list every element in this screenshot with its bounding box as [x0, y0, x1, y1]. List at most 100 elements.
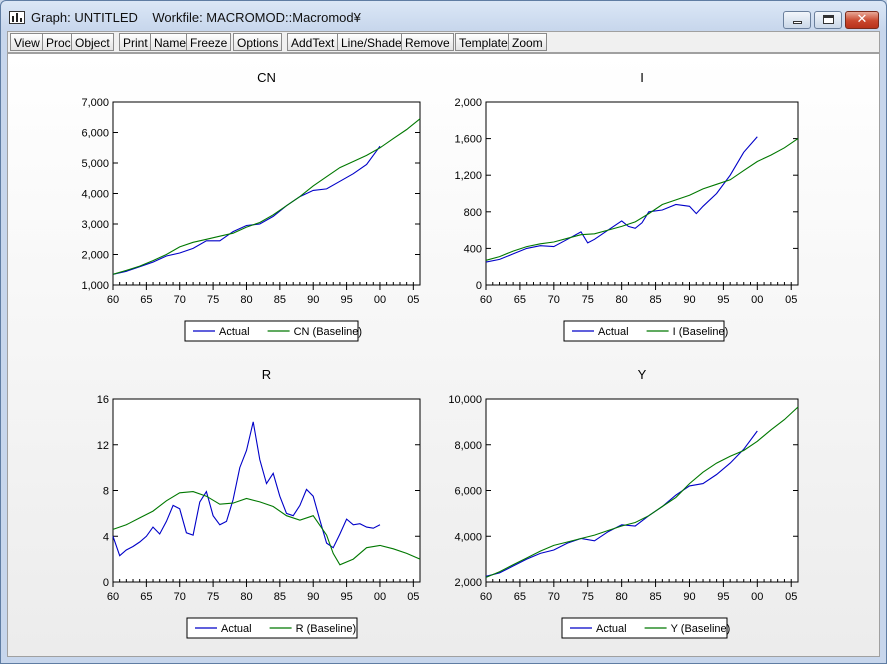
- plot-frame: [485, 101, 799, 286]
- graph-area: CN 1,000 2,000 3,000 4,000 5,000 6,000 7,000 60 6…: [7, 53, 880, 657]
- legend-label: Actual: [219, 326, 250, 338]
- chart-title: CN: [257, 70, 276, 85]
- addtext-button[interactable]: AddText: [287, 33, 339, 51]
- proc-button[interactable]: Proc: [42, 33, 75, 51]
- chart-cn: CN 1,000 2,000 3,000 4,000 5,000 6,000 7,000 60 6…: [81, 70, 421, 342]
- x-tick-label: 60: [480, 591, 492, 603]
- x-tick-label: 75: [207, 591, 219, 603]
- x-tick-label: 05: [407, 591, 419, 603]
- chart-title: I: [640, 70, 644, 85]
- y-tick-label: 8,000: [454, 440, 482, 452]
- x-tick-label: 00: [751, 591, 763, 603]
- legend-label: CN (Baseline): [294, 326, 362, 338]
- x-tick-label: 00: [374, 591, 386, 603]
- legend-label: Actual: [596, 623, 627, 635]
- x-tick-label: 95: [340, 294, 352, 306]
- y-tick-label: 10,000: [448, 394, 482, 406]
- x-tick-label: 05: [785, 591, 797, 603]
- x-tick-label: 60: [480, 294, 492, 306]
- multi-graph-canvas[interactable]: CN 1,000 2,000 3,000 4,000 5,000 6,000 7,000 60 6…: [8, 54, 879, 656]
- y-tick-label: 2,000: [454, 97, 482, 109]
- x-tick-label: 05: [785, 294, 797, 306]
- series-line-baseline: [485, 138, 799, 261]
- x-tick-label: 65: [514, 591, 526, 603]
- y-tick-label: 2,000: [81, 250, 109, 262]
- y-tick-label: 1,600: [454, 134, 482, 146]
- series-line-actual: [485, 430, 758, 577]
- series-line-baseline: [112, 118, 421, 275]
- y-tick-label: 6,000: [81, 128, 109, 140]
- freeze-button[interactable]: Freeze: [186, 33, 232, 51]
- y-tick-label: 1,200: [454, 170, 482, 182]
- y-tick-label: 6,000: [454, 486, 482, 498]
- remove-button[interactable]: Remove: [401, 33, 454, 51]
- x-tick-label: 65: [514, 294, 526, 306]
- series-line-actual: [112, 145, 381, 275]
- chart-legend: Actual Y (Baseline): [561, 617, 731, 639]
- graph-app-icon: [9, 11, 25, 24]
- x-tick-label: 00: [751, 294, 763, 306]
- x-tick-label: 70: [174, 294, 186, 306]
- legend-label: Y (Baseline): [671, 623, 731, 635]
- y-tick-label: 16: [97, 394, 109, 406]
- series-line-baseline: [112, 491, 421, 566]
- minimize-button[interactable]: [783, 11, 811, 29]
- y-tick-label: 12: [97, 440, 109, 452]
- x-tick-label: 60: [107, 591, 119, 603]
- legend-box: [563, 320, 725, 342]
- maximize-icon: [823, 15, 834, 24]
- series-line-actual: [112, 421, 381, 557]
- y-tick-label: 3,000: [81, 219, 109, 231]
- zoom-button[interactable]: Zoom: [508, 33, 547, 51]
- options-button[interactable]: Options: [233, 33, 283, 51]
- y-tick-label: 400: [464, 243, 482, 255]
- y-tick-label: 4,000: [454, 531, 482, 543]
- x-tick-label: 90: [307, 591, 319, 603]
- object-button[interactable]: Object: [71, 33, 114, 51]
- x-tick-label: 00: [374, 294, 386, 306]
- x-tick-label: 65: [140, 591, 152, 603]
- y-tick-label: 2,000: [454, 577, 482, 589]
- graph-toolbar: View Proc Object Print Name Freeze Optio…: [7, 31, 880, 53]
- print-button[interactable]: Print: [119, 33, 152, 51]
- close-button[interactable]: ✕: [845, 11, 879, 29]
- chart-legend: Actual CN (Baseline): [184, 320, 362, 342]
- name-button[interactable]: Name: [150, 33, 191, 51]
- legend-label: Actual: [598, 326, 629, 338]
- y-tick-label: 4,000: [81, 189, 109, 201]
- y-tick-label: 800: [464, 207, 482, 219]
- title-bar[interactable]: Graph: UNTITLED Workfile: MACROMOD::Macr…: [1, 1, 886, 31]
- legend-label: Actual: [221, 623, 252, 635]
- y-tick-label: 4: [103, 531, 109, 543]
- x-tick-label: 70: [174, 591, 186, 603]
- plot-frame: [112, 101, 421, 286]
- series-line-actual: [485, 136, 758, 263]
- x-tick-label: 70: [548, 591, 560, 603]
- x-tick-label: 95: [340, 591, 352, 603]
- x-tick-label: 65: [140, 294, 152, 306]
- series-line-baseline: [485, 406, 799, 578]
- close-icon: ✕: [856, 12, 868, 27]
- x-tick-label: 75: [582, 591, 594, 603]
- x-tick-label: 85: [274, 294, 286, 306]
- line-shade-button[interactable]: Line/Shade: [337, 33, 406, 51]
- x-tick-label: 85: [649, 294, 661, 306]
- maximize-button[interactable]: [814, 11, 842, 29]
- x-tick-label: 85: [649, 591, 661, 603]
- x-tick-label: 75: [207, 294, 219, 306]
- x-tick-label: 90: [307, 294, 319, 306]
- y-tick-label: 5,000: [81, 158, 109, 170]
- y-tick-label: 0: [476, 280, 482, 292]
- x-tick-label: 75: [582, 294, 594, 306]
- window-title: Graph: UNTITLED Workfile: MACROMOD::Macr…: [31, 10, 361, 25]
- view-button[interactable]: View: [10, 33, 44, 51]
- x-tick-label: 60: [107, 294, 119, 306]
- template-button[interactable]: Template: [455, 33, 512, 51]
- x-tick-label: 80: [240, 591, 252, 603]
- legend-label: I (Baseline): [673, 326, 729, 338]
- minimize-icon: [793, 21, 802, 24]
- chart-y: Y 2,000 4,000 6,000 8,000 10,000 60 65 70 75 80 85 9…: [448, 367, 799, 639]
- x-tick-label: 90: [683, 294, 695, 306]
- x-tick-label: 80: [616, 294, 628, 306]
